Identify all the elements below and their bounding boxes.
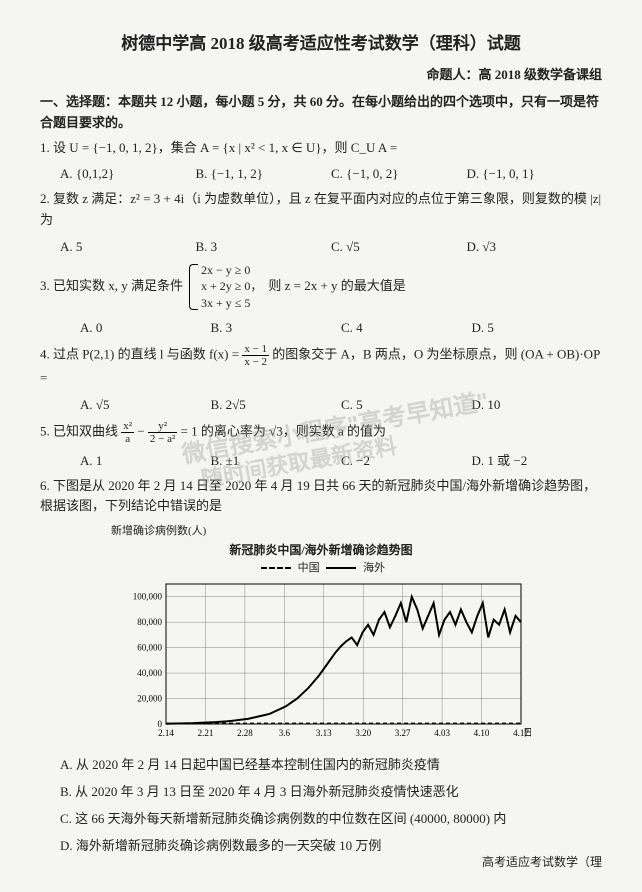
author-line: 命题人：高 2018 级数学备课组 <box>40 65 602 86</box>
q5-t1d: a <box>121 433 134 445</box>
chart-legend: 中国 海外 <box>111 560 531 578</box>
q1-options: A. {0,1,2} B. {−1, 1, 2} C. {−1, 0, 2} D… <box>40 164 602 185</box>
q4-num: x − 1 <box>242 343 269 356</box>
y-axis-label: 新增确诊病例数(人) <box>111 523 206 541</box>
q1-opt-b: B. {−1, 1, 2} <box>196 164 332 185</box>
legend-dash-icon <box>261 567 291 569</box>
question-1: 1. 设 U = {−1, 0, 1, 2}，集合 A = {x | x² < … <box>40 138 602 159</box>
q4-frac: x − 1 x − 2 <box>242 343 269 368</box>
legend-overseas: 海外 <box>363 562 385 574</box>
q1-opt-a: A. {0,1,2} <box>60 164 196 185</box>
chart-container: 新增确诊病例数(人) 新冠肺炎中国/海外新增确诊趋势图 中国 海外 020,00… <box>111 523 531 749</box>
exam-title: 树德中学高 2018 级高考适应性考试数学（理科）试题 <box>40 30 602 57</box>
q3-opt-b: B. 3 <box>211 318 342 339</box>
svg-text:日期: 日期 <box>523 727 531 739</box>
question-2: 2. 复数 z 满足：z² = 3 + 4i（i 为虚数单位），且 z 在复平面… <box>40 189 602 231</box>
legend-solid-icon <box>326 567 356 569</box>
q5-opt-a: A. 1 <box>80 451 211 472</box>
svg-text:3.27: 3.27 <box>395 728 411 738</box>
q1-opt-c: C. {−1, 0, 2} <box>331 164 467 185</box>
q5-t1n: x² <box>121 420 134 433</box>
svg-text:60,000: 60,000 <box>137 643 162 653</box>
q2-opt-b: B. 3 <box>196 237 332 258</box>
q1-opt-d: D. {−1, 0, 1} <box>467 164 603 185</box>
q5-minus: − <box>137 423 148 438</box>
q6-opt-c: C. 这 66 天海外每天新增新冠肺炎确诊病例数的中位数在区间 (40000, … <box>40 809 602 830</box>
q4-opt-a: A. √5 <box>80 395 211 416</box>
q2-opt-a: A. 5 <box>60 237 196 258</box>
q3-opt-d: D. 5 <box>472 318 603 339</box>
q3-line1: 2x − y ≥ 0 <box>201 262 262 279</box>
q4-opt-b: B. 2√5 <box>211 395 342 416</box>
svg-text:2.28: 2.28 <box>237 728 253 738</box>
q5-suffix: = 1 的离心率为 √3，则实数 a 的值为 <box>181 423 387 438</box>
q3-suffix: 则 z = 2x + y 的最大值是 <box>268 276 405 297</box>
section-header: 一、选择题：本题共 12 小题，每小题 5 分，共 60 分。在每小题给出的四个… <box>40 92 602 134</box>
q5-opt-b: B. ±1 <box>211 451 342 472</box>
q2-opt-d: D. √3 <box>467 237 603 258</box>
q5-options: A. 1 B. ±1 C. −2 D. 1 或 −2 <box>40 451 602 472</box>
q3-options: A. 0 B. 3 C. 4 D. 5 <box>40 318 602 339</box>
q3-opt-c: C. 4 <box>341 318 472 339</box>
svg-text:3.13: 3.13 <box>316 728 332 738</box>
q6-opt-a: A. 从 2020 年 2 月 14 日起中国已经基本控制住国内的新冠肺炎疫情 <box>40 755 602 776</box>
q3-line3: 3x + y ≤ 5 <box>201 295 262 312</box>
q5-t2d: 2 − a² <box>148 433 177 445</box>
q6-opt-b: B. 从 2020 年 3 月 13 日至 2020 年 4 月 3 日海外新冠… <box>40 782 602 803</box>
q2-options: A. 5 B. 3 C. √5 D. √3 <box>40 237 602 258</box>
svg-text:4.10: 4.10 <box>474 728 490 738</box>
chart-title: 新冠肺炎中国/海外新增确诊趋势图 <box>111 541 531 560</box>
covid-chart: 020,00040,00060,00080,000100,0002.142.21… <box>111 579 531 749</box>
svg-text:3.6: 3.6 <box>279 728 291 738</box>
q4-prefix: 4. 过点 P(2,1) 的直线 l 与函数 f(x) = <box>40 346 242 361</box>
question-6: 6. 下图是从 2020 年 2 月 14 日至 2020 年 4 月 19 日… <box>40 476 602 518</box>
svg-text:2.21: 2.21 <box>198 728 214 738</box>
legend-china: 中国 <box>298 562 320 574</box>
page-footer: 高考适应考试数学（理 <box>482 853 602 872</box>
q4-den: x − 2 <box>242 356 269 368</box>
q5-prefix: 5. 已知双曲线 <box>40 423 121 438</box>
question-5: 5. 已知双曲线 x² a − y² 2 − a² = 1 的离心率为 √3，则… <box>40 420 602 445</box>
q4-opt-d: D. 10 <box>472 395 603 416</box>
q2-opt-c: C. √5 <box>331 237 467 258</box>
svg-text:100,000: 100,000 <box>133 592 163 602</box>
q3-opt-a: A. 0 <box>80 318 211 339</box>
question-3: 3. 已知实数 x, y 满足条件 2x − y ≥ 0 x + 2y ≥ 0，… <box>40 262 602 312</box>
svg-text:80,000: 80,000 <box>137 618 162 628</box>
question-4: 4. 过点 P(2,1) 的直线 l 与函数 f(x) = x − 1 x − … <box>40 343 602 389</box>
q5-opt-d: D. 1 或 −2 <box>472 451 603 472</box>
svg-text:2.14: 2.14 <box>158 728 174 738</box>
q5-opt-c: C. −2 <box>341 451 472 472</box>
svg-text:4.03: 4.03 <box>434 728 450 738</box>
q5-t2n: y² <box>148 420 177 433</box>
svg-text:3.20: 3.20 <box>355 728 371 738</box>
q3-system: 2x − y ≥ 0 x + 2y ≥ 0， 3x + y ≤ 5 <box>189 262 262 312</box>
q4-opt-c: C. 5 <box>341 395 472 416</box>
svg-text:40,000: 40,000 <box>137 669 162 679</box>
svg-text:20,000: 20,000 <box>137 694 162 704</box>
q3-line2: x + 2y ≥ 0， <box>201 278 262 295</box>
q4-options: A. √5 B. 2√5 C. 5 D. 10 <box>40 395 602 416</box>
q5-frac2: y² 2 − a² <box>148 420 177 445</box>
q5-frac1: x² a <box>121 420 134 445</box>
q3-prefix: 3. 已知实数 x, y 满足条件 <box>40 276 183 297</box>
